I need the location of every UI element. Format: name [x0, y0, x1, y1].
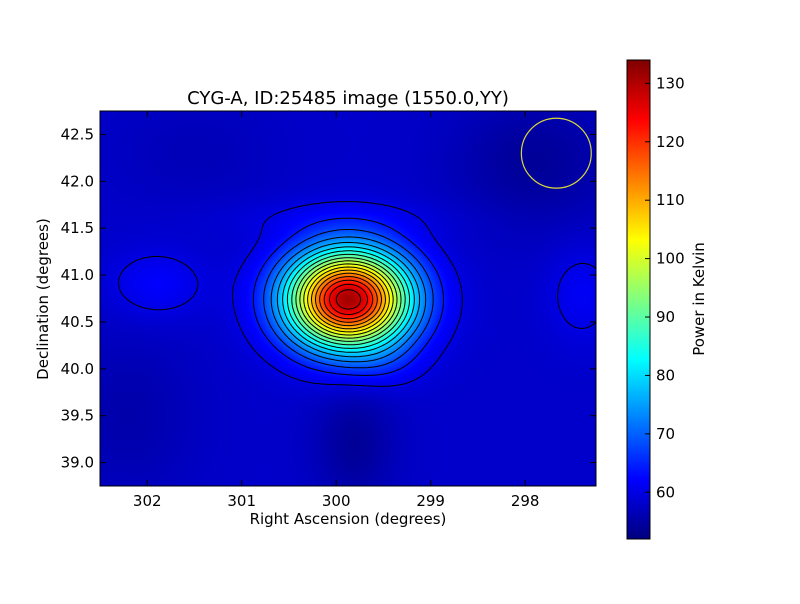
y-tick-label: 39.0	[61, 454, 94, 472]
contour-level-128	[335, 289, 362, 310]
contour-level-64	[252, 217, 444, 376]
beam-circle	[520, 117, 592, 189]
y-axis-ticks: 39.0 39.5 40.0 40.5 41.0 41.5 42.0 42.5	[61, 125, 596, 472]
y-tick-label: 42.0	[61, 172, 94, 190]
x-tick-label: 300	[322, 492, 351, 510]
contour-level-108	[311, 269, 386, 330]
y-tick-label: 41.0	[61, 266, 94, 284]
contour-level-72	[270, 236, 427, 363]
colorbar-label: Power in Kelvin	[690, 242, 708, 356]
colorbar-tick-label: 70	[656, 425, 675, 443]
contour-level-124	[329, 283, 368, 315]
colorbar-tick-label: 60	[656, 483, 675, 501]
colorbar-tick-label: 100	[656, 250, 685, 268]
contour-level-92	[295, 257, 402, 342]
y-tick-label: 42.5	[61, 125, 94, 143]
contour-level-120	[323, 279, 374, 320]
contour-level-88	[291, 253, 406, 346]
chart-title: CYG-A, ID:25485 image (1550.0,YY)	[187, 88, 509, 109]
y-tick-label: 41.5	[61, 219, 94, 237]
plot-frame	[99, 110, 597, 487]
colorbar-ticks: 60 70 80 90 100 110 120 130	[645, 74, 685, 501]
y-tick-label: 40.0	[61, 360, 94, 378]
colorbar-tick-label: 110	[656, 191, 685, 209]
y-axis-label: Declination (degrees)	[34, 218, 52, 380]
x-axis-label: Right Ascension (degrees)	[250, 510, 447, 528]
contour-level-60	[118, 201, 596, 387]
x-tick-label: 301	[227, 492, 256, 510]
contour-level-96	[299, 260, 398, 339]
colorbar-tick-label: 120	[656, 133, 685, 151]
y-tick-label: 40.5	[61, 313, 94, 331]
contour-level-100	[303, 263, 394, 336]
contour-level-104	[307, 266, 390, 333]
contour-lines	[118, 201, 596, 387]
contour-level-68	[263, 229, 434, 369]
colorbar-tick-label: 130	[656, 74, 685, 92]
contour-level-112	[315, 272, 382, 327]
colorbar-tick-label: 90	[656, 308, 675, 326]
colorbar	[626, 59, 651, 540]
heatmap-image	[100, 111, 596, 486]
x-axis-ticks: 302 301 300 299 298	[133, 111, 540, 510]
contour-level-116	[319, 276, 378, 323]
x-tick-label: 299	[416, 492, 445, 510]
y-tick-label: 39.5	[61, 407, 94, 425]
colorbar-tick-label: 80	[656, 366, 675, 384]
x-tick-label: 302	[133, 492, 162, 510]
contour-level-76	[276, 241, 421, 358]
contour-level-84	[286, 250, 411, 349]
contour-level-80	[282, 246, 415, 353]
x-tick-label: 298	[511, 492, 540, 510]
